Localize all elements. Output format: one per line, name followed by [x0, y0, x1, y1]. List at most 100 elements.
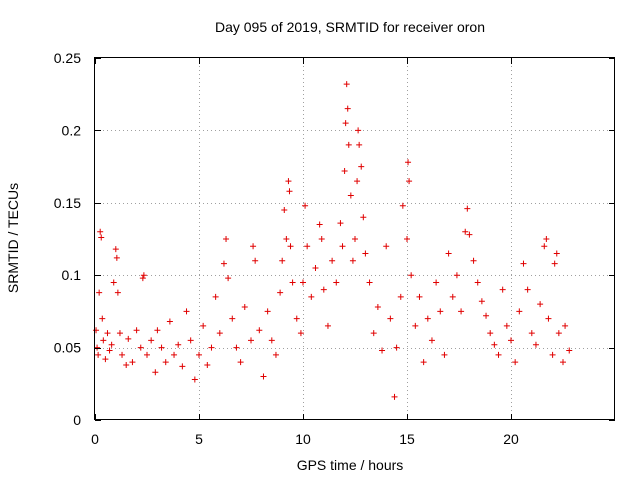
data-point [286, 188, 293, 195]
data-point [387, 315, 394, 322]
data-point [503, 322, 510, 329]
data-point [237, 359, 244, 366]
data-point [260, 373, 267, 380]
data-point [360, 214, 367, 221]
data-point [352, 236, 358, 242]
data-point [171, 351, 178, 358]
data-point [339, 243, 346, 250]
data-point [412, 322, 419, 329]
data-point [183, 308, 190, 315]
data-point [264, 308, 271, 315]
data-point [343, 81, 350, 88]
data-point [499, 286, 506, 293]
data-point [356, 141, 363, 148]
data-point [541, 243, 548, 250]
data-point [112, 246, 119, 253]
data-point [366, 279, 373, 286]
data-point [166, 318, 173, 325]
data-point [285, 178, 292, 185]
data-point [562, 322, 569, 329]
data-point [123, 361, 130, 368]
data-point [175, 341, 182, 348]
data-point [225, 275, 232, 282]
data-point [424, 315, 431, 322]
data-point [187, 337, 194, 344]
data-point [453, 272, 460, 279]
data-point [308, 293, 315, 300]
data-point [196, 351, 202, 358]
y-tick-labels: 0 0.05 0.1 0.15 0.2 0.25 [54, 50, 81, 428]
y-tick-label: 0.2 [62, 122, 82, 138]
y-tick-label: 0.15 [54, 195, 81, 211]
data-point [116, 330, 123, 337]
data-point [140, 272, 147, 279]
data-point [337, 220, 344, 227]
data-point [543, 236, 550, 242]
axis-ticks [95, 58, 615, 421]
data-point [216, 330, 223, 337]
data-point [391, 393, 398, 400]
data-point [349, 257, 356, 264]
data-point [462, 228, 469, 235]
data-point [104, 330, 111, 337]
data-point [304, 243, 311, 250]
data-point [191, 376, 198, 383]
data-point [220, 260, 227, 267]
data-point [312, 264, 319, 271]
data-point [252, 257, 259, 264]
data-point [287, 243, 294, 250]
x-tick-label: 15 [399, 431, 415, 447]
x-tick-label: 0 [91, 431, 99, 447]
data-point [281, 207, 288, 214]
data-point [300, 279, 306, 286]
data-point [445, 250, 452, 257]
data-point [100, 337, 107, 344]
data-point [241, 304, 248, 311]
data-point [139, 275, 146, 282]
data-point [320, 286, 327, 293]
data-point [399, 202, 406, 209]
data-point [129, 359, 136, 366]
data-points [93, 81, 573, 400]
data-point [233, 344, 240, 351]
data-point [125, 335, 132, 342]
data-point [405, 159, 412, 166]
data-point [406, 178, 413, 185]
data-point [158, 344, 165, 351]
data-point [520, 260, 527, 267]
data-point [478, 298, 485, 305]
data-point [98, 234, 105, 241]
data-point [508, 337, 514, 344]
x-tick-label: 20 [503, 431, 519, 447]
data-point [277, 289, 284, 296]
data-point [545, 315, 552, 322]
data-point [324, 322, 331, 329]
data-point [93, 327, 100, 334]
data-point [483, 312, 490, 319]
data-point [428, 337, 435, 344]
data-point [95, 351, 102, 358]
data-point [354, 178, 361, 185]
data-point [397, 293, 404, 300]
data-point [555, 330, 562, 337]
data-point [229, 315, 236, 322]
data-point [293, 315, 300, 322]
data-point [560, 359, 566, 366]
data-point [342, 120, 349, 127]
data-point [441, 351, 448, 358]
data-point [566, 347, 573, 354]
data-point [97, 228, 104, 235]
data-point [316, 221, 323, 228]
data-point [408, 272, 415, 279]
x-tick-label: 10 [295, 431, 311, 447]
data-point [464, 205, 471, 212]
data-point [250, 243, 257, 250]
data-point [393, 344, 400, 351]
x-tick-labels: 0 5 10 15 20 [91, 431, 519, 447]
data-point [268, 337, 275, 344]
data-point [516, 308, 523, 315]
data-point [470, 257, 477, 264]
data-point [106, 347, 113, 354]
y-axis-title: SRMTID / TECUs [5, 183, 21, 293]
